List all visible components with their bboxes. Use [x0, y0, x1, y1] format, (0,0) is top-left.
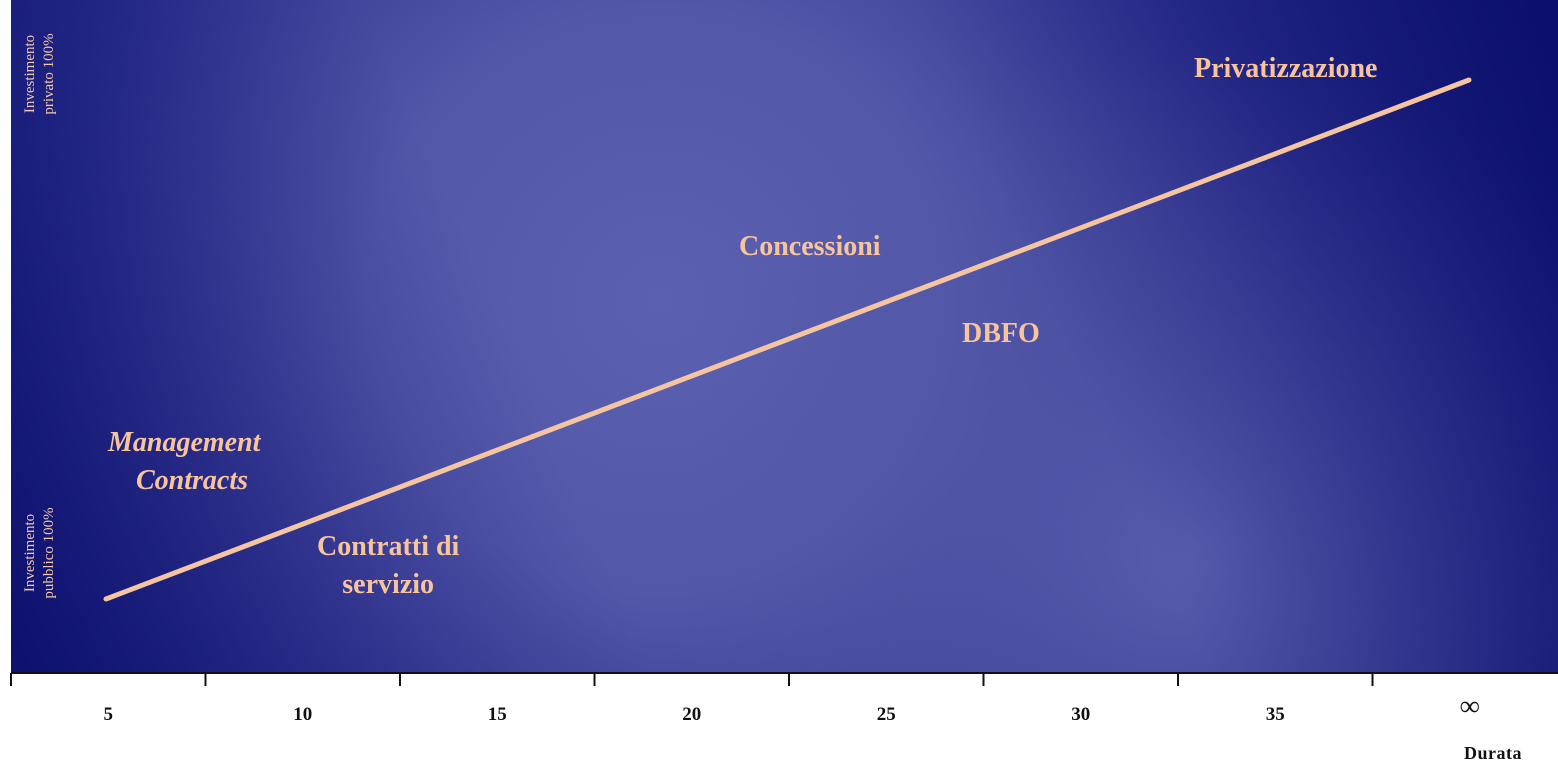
label-management-contracts: Management Contracts [108, 424, 260, 500]
label-management-line2: Contracts [136, 465, 249, 496]
x-tick-label-2: 15 [487, 704, 507, 725]
x-axis-title: Durata [1464, 743, 1522, 763]
x-tick-label-3: 20 [682, 704, 702, 725]
x-tick-label-6: 35 [1265, 704, 1285, 725]
x-tick-label-1: 10 [293, 704, 313, 725]
trend-line [103, 77, 1472, 602]
x-tick-label-7: ∞ [1459, 691, 1480, 722]
diagram-plot-area [11, 0, 1558, 672]
label-contratti-line2: servizio [342, 569, 435, 600]
label-contratti-di-servizio: Contratti di servizio [317, 528, 459, 604]
label-concessioni: Concessioni [739, 231, 881, 262]
label-dbfo: DBFO [962, 318, 1040, 349]
label-management-line1: Management [108, 427, 261, 458]
x-tick-label-5: 30 [1071, 704, 1091, 725]
x-tick-label-0: 5 [103, 704, 114, 725]
x-axis-tick-marks [10, 673, 1374, 686]
gradient-background [11, 0, 1558, 672]
label-contratti-line1: Contratti di [317, 531, 460, 562]
x-tick-label-4: 25 [876, 704, 896, 725]
trend-line-layer [103, 77, 1472, 602]
label-privatizzazione: Privatizzazione [1194, 53, 1378, 84]
